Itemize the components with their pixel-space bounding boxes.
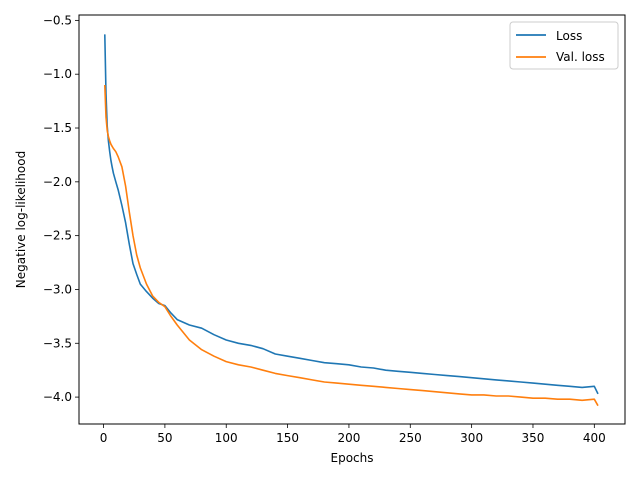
legend: Loss Val. loss xyxy=(509,21,619,70)
y-axis-ticks: −4.0 −3.5 −3.0 −2.5 −2.0 −1.5 −1.0 −0.5 xyxy=(43,13,79,404)
legend-label-loss: Loss xyxy=(556,29,582,43)
y-tick-label: −2.5 xyxy=(43,229,72,243)
x-tick-label: 350 xyxy=(522,431,545,445)
x-tick-label: 250 xyxy=(399,431,422,445)
x-tick-label: 100 xyxy=(215,431,238,445)
x-tick-label: 200 xyxy=(337,431,360,445)
y-tick-label: −4.0 xyxy=(43,390,72,404)
y-axis-label: Negative log-likelihood xyxy=(14,151,28,288)
x-tick-label: 300 xyxy=(460,431,483,445)
y-tick-label: −3.5 xyxy=(43,336,72,350)
x-tick-label: 400 xyxy=(583,431,606,445)
x-tick-label: 50 xyxy=(157,431,172,445)
plot-area-frame xyxy=(78,14,626,425)
series-line-val-loss xyxy=(104,84,599,407)
y-tick-label: −1.5 xyxy=(43,121,72,135)
series-line-loss xyxy=(104,34,599,395)
x-tick-label: 150 xyxy=(276,431,299,445)
legend-label-val-loss: Val. loss xyxy=(556,50,605,64)
y-tick-label: −1.0 xyxy=(43,67,72,81)
x-axis-ticks: 0 50 100 150 200 250 300 350 400 xyxy=(100,424,606,445)
y-tick-label: −2.0 xyxy=(43,175,72,189)
series-layer xyxy=(104,34,599,407)
x-axis-label: Epochs xyxy=(331,451,374,465)
y-tick-label: −0.5 xyxy=(43,13,72,27)
x-tick-label: 0 xyxy=(100,431,108,445)
y-tick-label: −3.0 xyxy=(43,282,72,296)
